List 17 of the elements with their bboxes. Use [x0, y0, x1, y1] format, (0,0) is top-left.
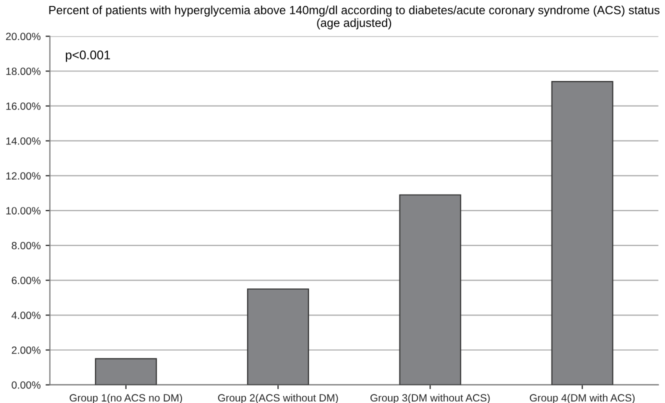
bar	[94, 358, 157, 385]
annotation: p<0.001	[66, 50, 110, 62]
y-tick-label: 4.00%	[12, 312, 40, 320]
y-tick-label: 12.00%	[6, 172, 40, 180]
y-tick-label: 16.00%	[6, 102, 40, 110]
y-tick-label: 14.00%	[6, 137, 40, 145]
chart-title: Percent of patients with hyperglycemia above 140mg/dl according to diabetes/acute coronary syndrome (ACS) status (age adjusted)	[49, 6, 660, 30]
y-tick-label: 6.00%	[12, 276, 40, 284]
y-tick-label: 10.00%	[6, 207, 40, 214]
bar	[551, 81, 614, 385]
bar	[399, 194, 462, 385]
y-tick-label: 2.00%	[12, 346, 40, 354]
y-tick-label: 0.00%	[12, 381, 40, 389]
y-tick-label: 18.00%	[6, 68, 40, 76]
y-tick-label: 20.00%	[6, 32, 40, 40]
bar	[247, 288, 310, 385]
y-tick-label: 8.00%	[12, 242, 40, 250]
